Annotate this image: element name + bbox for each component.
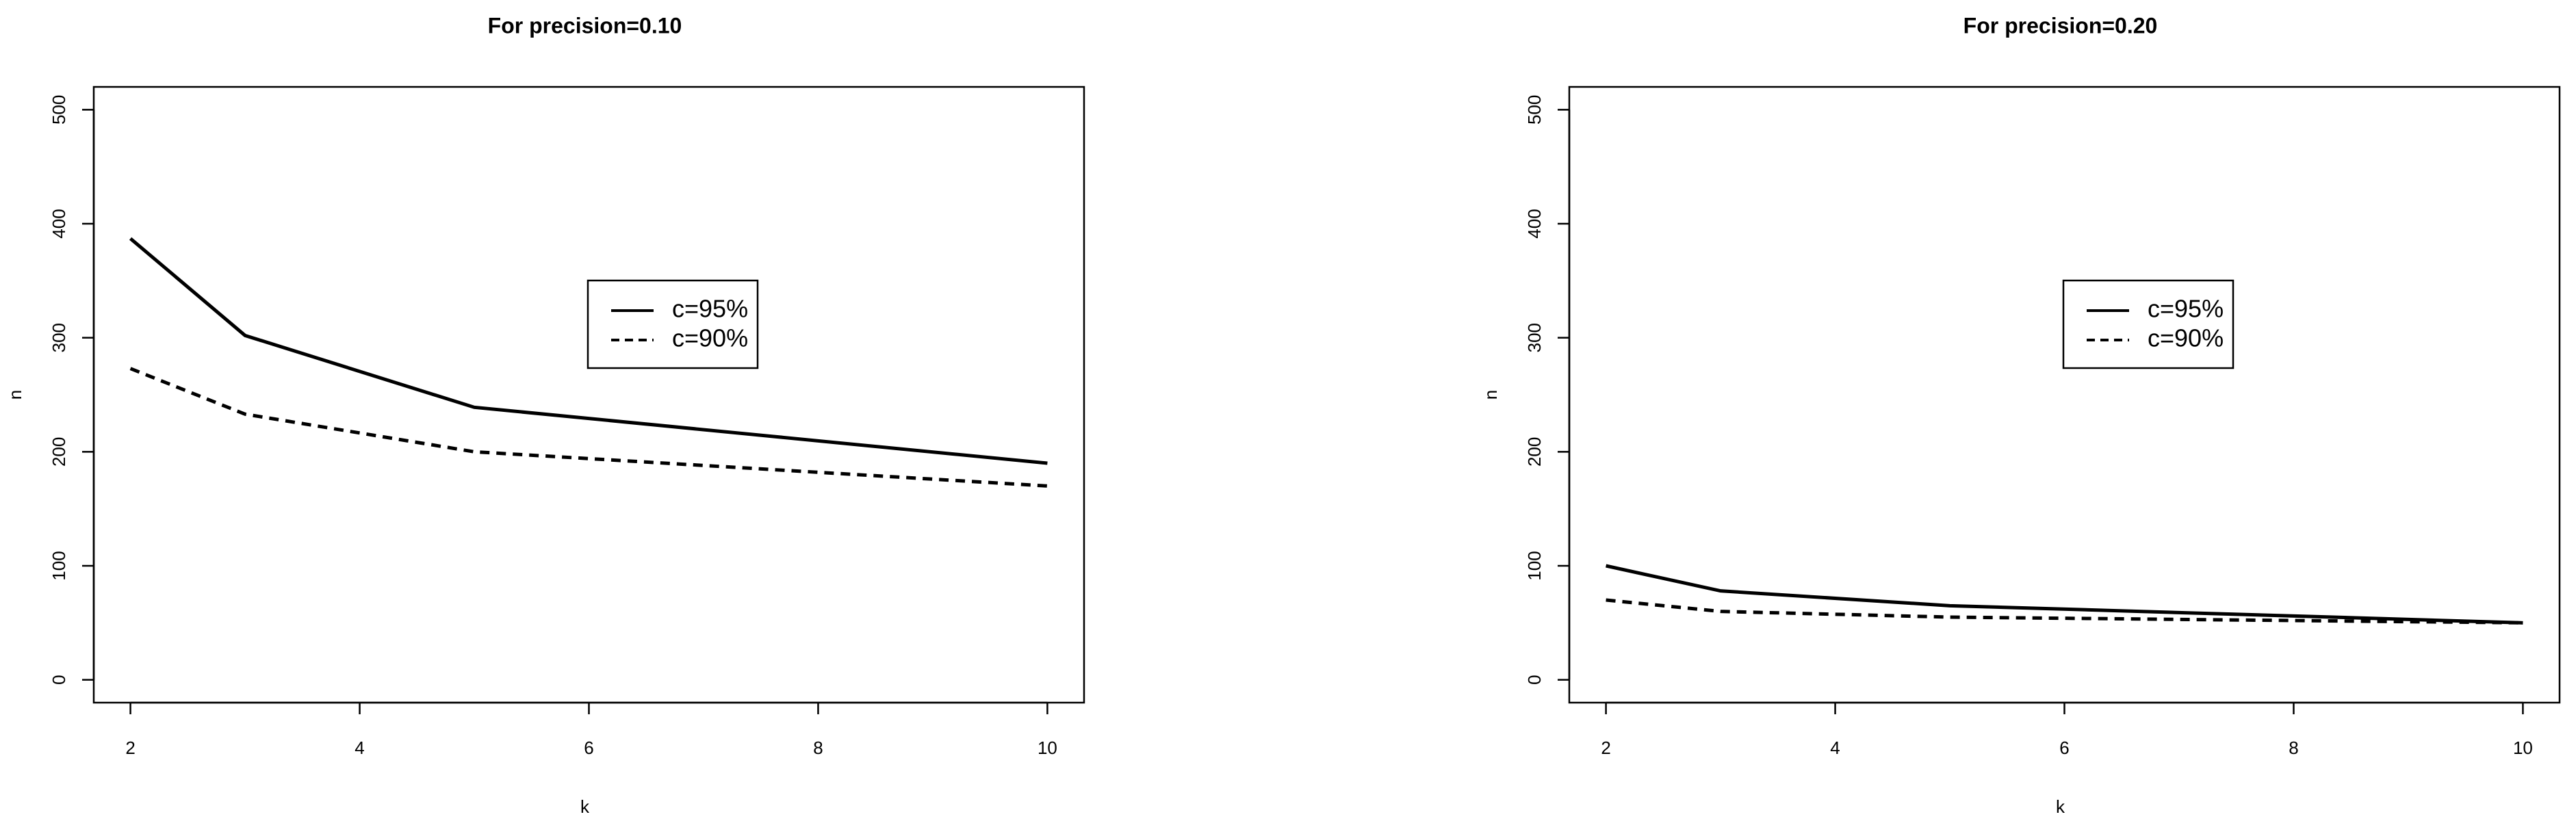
x-tick-label: 8	[813, 738, 823, 758]
legend-label: c=90%	[2148, 324, 2224, 352]
x-tick-label: 6	[584, 738, 593, 758]
y-tick-label: 100	[49, 551, 69, 580]
chart-title: For precision=0.20	[1963, 13, 2158, 38]
y-tick-label: 200	[49, 437, 69, 467]
y-tick-label: 0	[49, 675, 69, 684]
y-tick-label: 500	[49, 95, 69, 125]
x-tick-label: 10	[1038, 738, 1057, 758]
chart-title: For precision=0.10	[488, 13, 682, 38]
y-tick-label: 200	[1524, 437, 1545, 467]
x-tick-label: 2	[125, 738, 135, 758]
x-tick-label: 4	[355, 738, 364, 758]
x-tick-label: 8	[2289, 738, 2298, 758]
data-line	[129, 367, 1048, 488]
legend-box	[587, 279, 759, 369]
chart-panel: For precision=0.10 0 100 200 300 400 500 n 2 4 6 8 1…	[5, 13, 1085, 817]
y-tick-label: 300	[1524, 323, 1545, 352]
y-tick-label: 300	[49, 323, 69, 352]
legend: c=95%c=90%	[587, 279, 759, 369]
legend-box	[2062, 279, 2234, 369]
x-axis-label: k	[2056, 796, 2065, 817]
legend: c=95%c=90%	[2062, 279, 2234, 369]
x-tick-label: 6	[2059, 738, 2069, 758]
y-tick-label: 100	[1524, 551, 1545, 580]
y-tick-label: 400	[49, 209, 69, 238]
x-axis-label: k	[580, 796, 590, 817]
y-axis-label: n	[1480, 390, 1501, 400]
data-line	[1606, 598, 2523, 625]
legend-label: c=90%	[672, 324, 748, 352]
data-line	[1606, 564, 2523, 625]
legend-label: c=95%	[672, 295, 748, 323]
legend-label: c=95%	[2148, 295, 2224, 323]
y-tick-label: 500	[1524, 95, 1545, 125]
x-tick-label: 2	[1601, 738, 1610, 758]
plot-frame	[92, 86, 1085, 704]
y-axis-label: n	[5, 390, 25, 400]
chart-panel: For precision=0.20 0 100 200 300 400 500 n 2 4 6 8 1…	[1480, 13, 2561, 817]
x-tick-label: 4	[1830, 738, 1840, 758]
y-tick-label: 0	[1524, 675, 1545, 684]
data-line	[129, 237, 1048, 465]
x-tick-label: 10	[2513, 738, 2533, 758]
y-tick-label: 400	[1524, 209, 1545, 238]
